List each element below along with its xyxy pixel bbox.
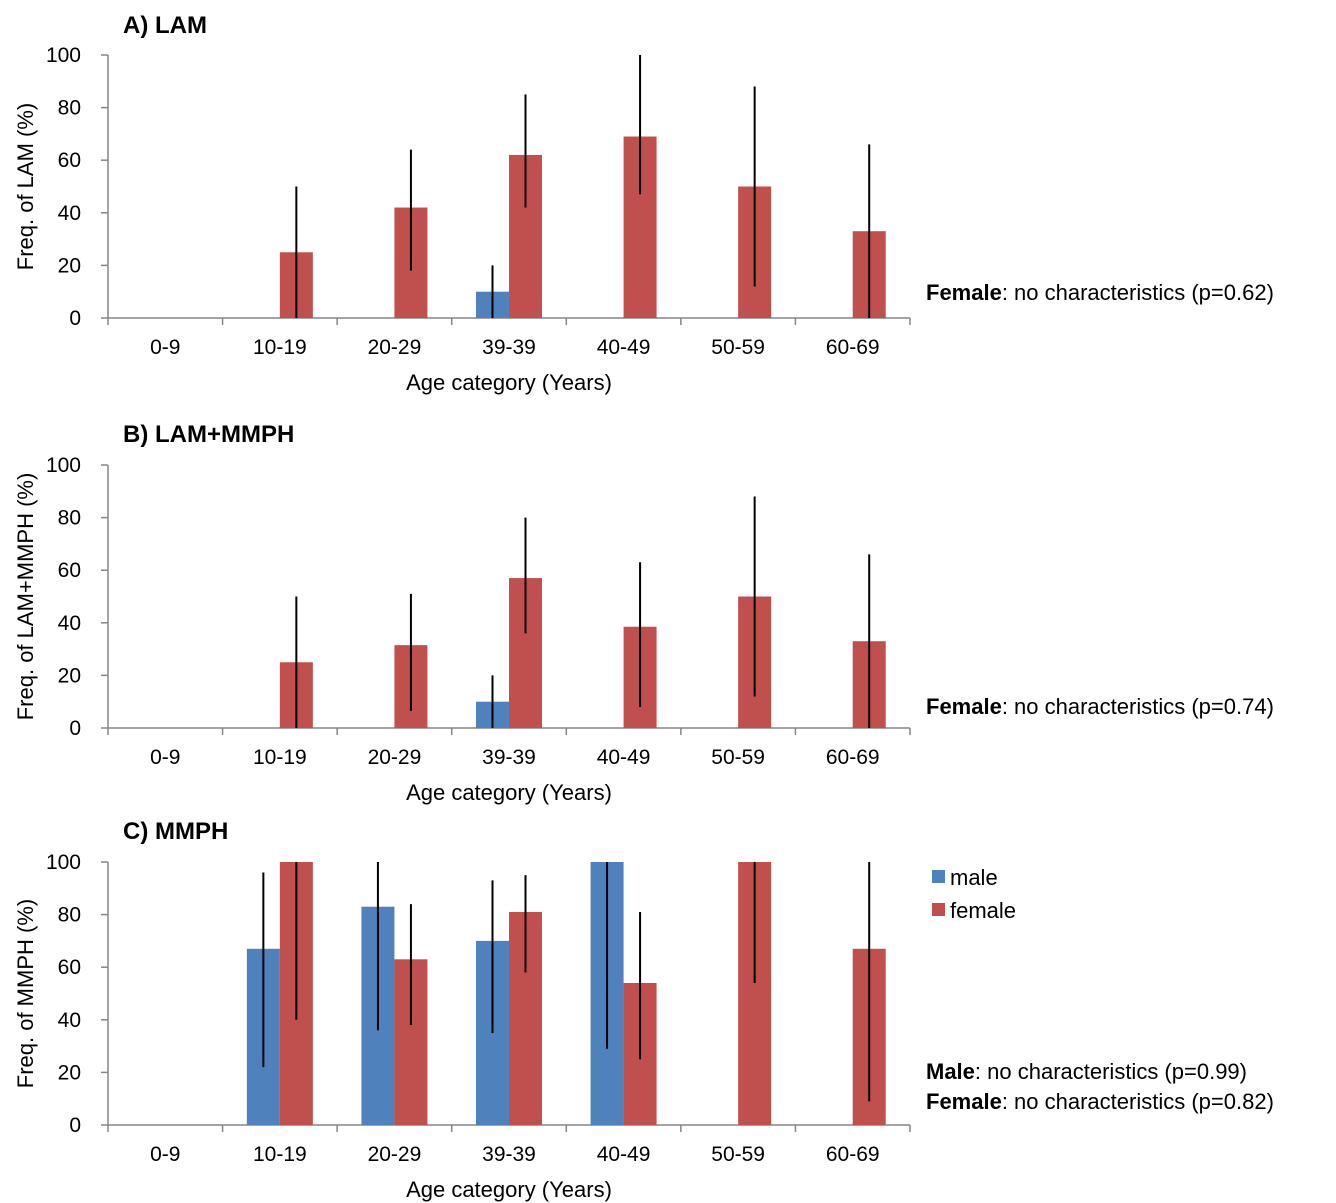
x-axis-title: Age category (Years) (406, 1177, 612, 1202)
y-tick-label: 0 (69, 717, 81, 740)
x-tick-label: 40-49 (597, 336, 651, 359)
y-tick-label: 0 (69, 1114, 81, 1137)
y-tick-label: 60 (58, 956, 81, 979)
chart-panel-0: A) LAM 0 20 40 60 80 100 Freq. of LAM (%) 0-9 10-… (13, 12, 1274, 395)
x-tick-label: 0-9 (150, 746, 180, 769)
annotation-bold: Male (926, 1059, 975, 1084)
y-tick-label: 20 (58, 664, 81, 687)
annotation-line: Female: no characteristics (p=0.82) (926, 1089, 1274, 1114)
x-tick-label: 0-9 (150, 336, 180, 359)
x-tick-label: 50-59 (711, 336, 765, 359)
annotation-text: : no characteristics (p=0.62) (1002, 280, 1274, 305)
x-tick-label: 39-39 (482, 1143, 536, 1166)
x-tick-label: 10-19 (253, 336, 307, 359)
y-tick-label: 40 (58, 612, 81, 635)
x-tick-label: 20-29 (368, 746, 422, 769)
y-tick-label: 100 (46, 44, 81, 67)
y-tick-label: 20 (58, 1061, 81, 1084)
y-tick-label: 80 (58, 904, 81, 927)
annotation-text: : no characteristics (p=0.99) (975, 1059, 1247, 1084)
annotation-bold: Female (926, 1089, 1002, 1114)
y-tick-label: 40 (58, 202, 81, 225)
x-axis-title: Age category (Years) (406, 780, 612, 805)
legend-label-male: male (950, 865, 998, 890)
x-tick-label: 50-59 (711, 746, 765, 769)
x-tick-label: 40-49 (597, 1143, 651, 1166)
x-tick-label: 60-69 (826, 1143, 880, 1166)
x-tick-label: 10-19 (253, 1143, 307, 1166)
chart-panel-1: B) LAM+MMPH 0 20 40 60 80 100 Freq. of LAM+MMPH… (13, 421, 1274, 805)
annotation-text: : no characteristics (p=0.82) (1002, 1089, 1274, 1114)
y-tick-label: 80 (58, 507, 81, 530)
legend-swatch-male (932, 870, 945, 883)
chart-panel-2: C) MMPH 0 20 40 60 80 100 Freq. of MMPH (%) 0-9 1… (13, 818, 1274, 1202)
y-tick-label: 60 (58, 559, 81, 582)
y-axis-title: Freq. of LAM (%) (13, 103, 38, 270)
x-tick-label: 39-39 (482, 336, 536, 359)
x-tick-label: 39-39 (482, 746, 536, 769)
x-tick-label: 60-69 (826, 746, 880, 769)
y-axis-title: Freq. of MMPH (%) (13, 899, 38, 1088)
annotation-line: Male: no characteristics (p=0.99) (926, 1059, 1247, 1084)
x-tick-label: 50-59 (711, 1143, 765, 1166)
y-tick-label: 20 (58, 254, 81, 277)
annotation-text: : no characteristics (p=0.74) (1002, 694, 1274, 719)
x-tick-label: 40-49 (597, 746, 651, 769)
y-axis-title: Freq. of LAM+MMPH (%) (13, 473, 38, 721)
legend-label-female: female (950, 898, 1016, 923)
y-tick-label: 40 (58, 1009, 81, 1032)
annotation-line: Female: no characteristics (p=0.62) (926, 280, 1274, 305)
y-tick-label: 0 (69, 307, 81, 330)
x-axis-title: Age category (Years) (406, 370, 612, 395)
y-tick-label: 100 (46, 851, 81, 874)
chart-title: C) MMPH (123, 818, 228, 845)
x-tick-label: 0-9 (150, 1143, 180, 1166)
y-tick-label: 60 (58, 149, 81, 172)
annotation-line: Female: no characteristics (p=0.74) (926, 694, 1274, 719)
annotation-bold: Female (926, 280, 1002, 305)
legend-swatch-female (932, 903, 945, 916)
chart-title: B) LAM+MMPH (123, 421, 294, 448)
x-tick-label: 60-69 (826, 336, 880, 359)
x-tick-label: 10-19 (253, 746, 307, 769)
x-tick-label: 20-29 (368, 336, 422, 359)
x-tick-label: 20-29 (368, 1143, 422, 1166)
y-tick-label: 80 (58, 97, 81, 120)
chart-title: A) LAM (123, 12, 207, 39)
annotation-bold: Female (926, 694, 1002, 719)
y-tick-label: 100 (46, 454, 81, 477)
